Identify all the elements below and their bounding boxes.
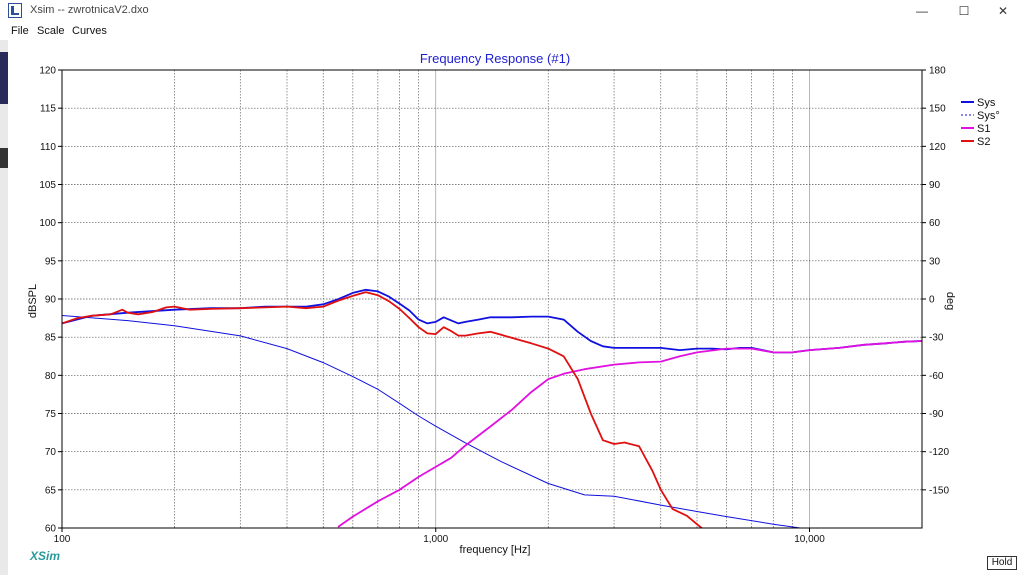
y2-tick-label: -120 — [929, 447, 949, 458]
y2-tick-label: -60 — [929, 371, 944, 382]
x-tick-label: 100 — [54, 534, 71, 545]
axes: 60 65 70 75 80 85 90 95 100 105 110 115 120 -150 -120 -… — [39, 66, 949, 546]
x-axis-label: frequency [Hz] — [460, 544, 531, 556]
series-line-sys-phase — [62, 315, 804, 528]
x-tick-label: 1,000 — [423, 534, 448, 545]
legend-label: S1 — [977, 123, 990, 135]
y-tick-label: 70 — [45, 447, 57, 458]
y-tick-label: 85 — [45, 333, 57, 344]
y-tick-label: 80 — [45, 371, 57, 382]
y2-tick-label: 180 — [929, 66, 946, 77]
title-bar: Xsim -- zwrotnicaV2.dxo — ☐ ✕ — [0, 0, 1023, 22]
y2-tick-label: -30 — [929, 333, 944, 344]
y2-tick-label: -90 — [929, 409, 944, 420]
xsim-app-icon — [8, 3, 22, 18]
series-line-s2 — [62, 291, 704, 528]
menu-bar: File Scale Curves — [0, 22, 1023, 40]
y2-tick-label: 120 — [929, 142, 946, 153]
legend-label: Sys — [977, 97, 996, 109]
y2-axis-label: deg — [944, 292, 956, 310]
y2-tick-label: 150 — [929, 104, 946, 115]
menu-scale[interactable]: Scale — [37, 25, 65, 37]
x-tick-label: 10,000 — [794, 534, 825, 545]
legend-label: Sys° — [977, 110, 1000, 122]
y2-tick-label: 30 — [929, 256, 941, 267]
y-tick-label: 120 — [39, 66, 56, 77]
menu-curves[interactable]: Curves — [72, 25, 107, 37]
minimize-button[interactable]: — — [916, 4, 928, 18]
grid — [61, 70, 923, 528]
y2-tick-label: -150 — [929, 485, 949, 496]
y-tick-label: 95 — [45, 256, 57, 267]
background-window-fragment — [0, 52, 8, 104]
y-tick-label: 110 — [40, 142, 56, 153]
series-group — [62, 288, 922, 528]
y-axis-label: dBSPL — [27, 284, 39, 318]
legend-label: S2 — [977, 136, 990, 148]
hold-button[interactable]: Hold — [987, 556, 1017, 570]
y-tick-label: 100 — [39, 218, 56, 229]
chart-background — [8, 40, 1023, 575]
background-window-strip — [0, 40, 8, 575]
y-tick-label: 65 — [45, 485, 57, 496]
chart-title: Frequency Response (#1) — [420, 51, 570, 66]
y2-tick-label: 0 — [929, 295, 935, 306]
y-tick-label: 90 — [45, 295, 57, 306]
y-tick-label: 75 — [45, 409, 57, 420]
xsim-watermark: XSim — [29, 549, 60, 563]
y-tick-label: 115 — [40, 104, 56, 115]
menu-file[interactable]: File — [11, 25, 29, 37]
y-tick-label: 105 — [39, 180, 56, 191]
y-tick-label: 60 — [45, 524, 57, 535]
close-button[interactable]: ✕ — [997, 4, 1009, 18]
frequency-response-chart: Frequency Response (#1) 60 65 70 75 80 85 90 95… — [8, 40, 1023, 575]
y2-tick-label: 90 — [929, 180, 941, 191]
background-window-fragment — [0, 148, 8, 168]
window-title: Xsim -- zwrotnicaV2.dxo — [30, 4, 149, 16]
maximize-button[interactable]: ☐ — [958, 4, 970, 18]
series-line-s1 — [337, 340, 922, 528]
plot-area — [62, 288, 922, 528]
y2-tick-label: 60 — [929, 218, 941, 229]
